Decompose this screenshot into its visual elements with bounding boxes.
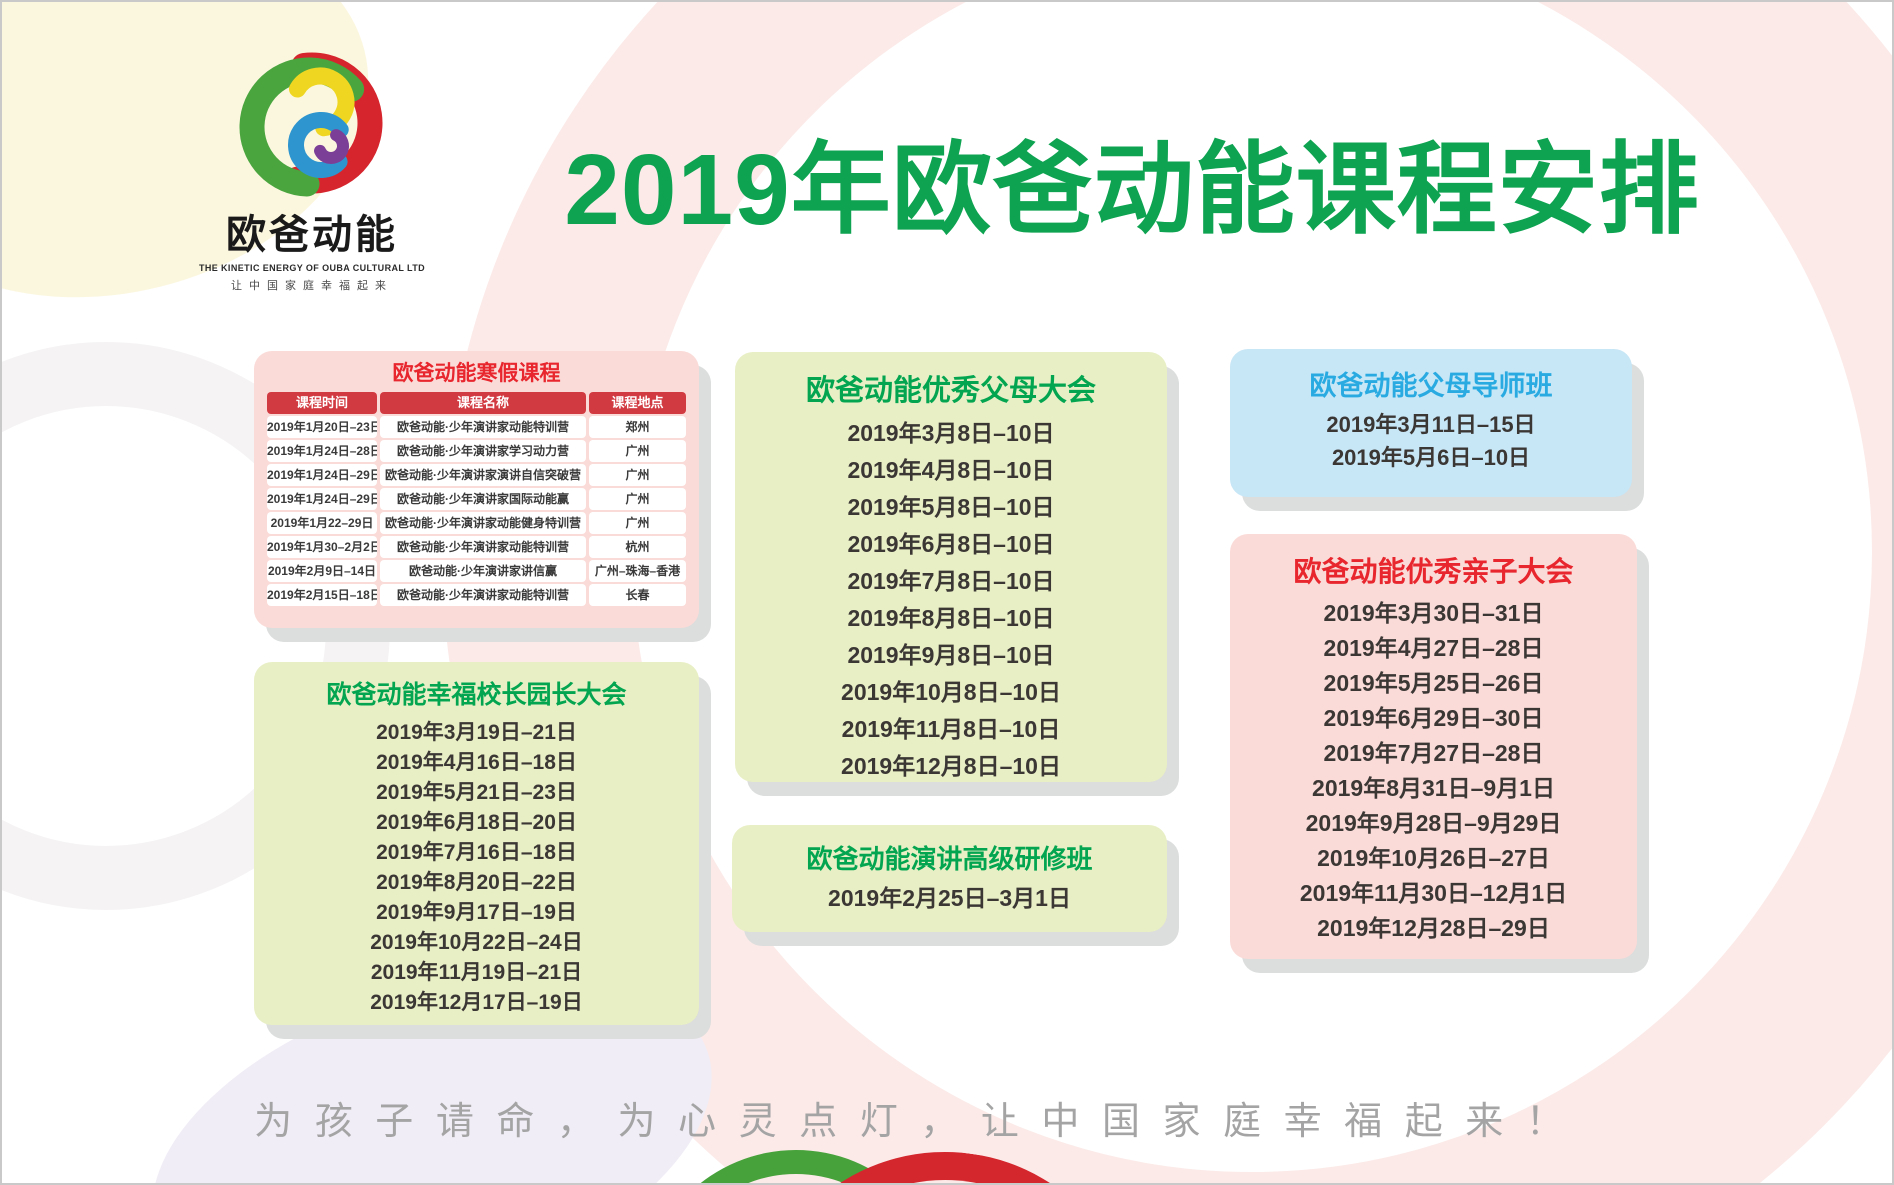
course-location-cell: 杭州 [589, 536, 686, 558]
course-location-cell: 广州–珠海–香港 [589, 560, 686, 582]
date-item: 2019年11月30日–12月1日 [1299, 880, 1568, 906]
date-item: 2019年3月11日–15日 [1326, 412, 1536, 437]
principals-conference-dates: 2019年3月19日–21日 2019年4月16日–18日 2019年5月21日–2… [254, 718, 699, 1018]
date-item: 2019年8月8日–10日 [847, 605, 1055, 631]
date-item: 2019年5月6日–10日 [1331, 445, 1531, 470]
course-location-cell: 长春 [589, 584, 686, 606]
date-item: 2019年10月22日–24日 [370, 931, 583, 954]
course-time-cell: 2019年1月20日–23日 [267, 416, 377, 438]
date-item: 2019年5月8日–10日 [847, 494, 1055, 520]
logo: 欧爸动能 THE KINETIC ENERGY OF OUBA CULTURAL… [182, 50, 442, 293]
course-time-cell: 2019年1月24日–29日 [267, 488, 377, 510]
course-time-cell: 2019年1月30–2月2日 [267, 536, 377, 558]
date-item: 2019年9月8日–10日 [847, 642, 1055, 668]
date-item: 2019年12月17日–19日 [370, 991, 583, 1014]
mentor-class-panel: 欧爸动能父母导师班 2019年3月11日–15日 2019年5月6日–10日 [1230, 349, 1632, 497]
course-location-cell: 广州 [589, 464, 686, 486]
logo-name: 欧爸动能 [226, 213, 398, 257]
table-header-cell: 课程名称 [380, 392, 586, 414]
course-name-cell: 欧爸动能·少年演讲家动能特训营 [380, 536, 586, 558]
date-item: 2019年9月28日–9月29日 [1305, 810, 1562, 836]
winter-courses-panel: 欧爸动能寒假课程 课程时间 课程名称 课程地点 2019年1月20日–23日 欧爸动… [254, 351, 699, 628]
course-time-cell: 2019年2月9日–14日 [267, 560, 377, 582]
page-title: 2019年欧爸动能课程安排 [564, 134, 1700, 246]
course-location-cell: 广州 [589, 440, 686, 462]
course-name-cell: 欧爸动能·少年演讲家动能健身特训营 [380, 512, 586, 534]
principals-conference-title: 欧爸动能幸福校长园长大会 [326, 681, 627, 709]
logo-icon [239, 52, 383, 197]
logo-subtitle-cn: 让中国家庭幸福起来 [231, 280, 393, 292]
date-item: 2019年5月25日–26日 [1323, 670, 1544, 696]
logo-subtitle-en: THE KINETIC ENERGY OF OUBA CULTURAL LTD [198, 263, 426, 273]
principals-conference-panel: 欧爸动能幸福校长园长大会 2019年3月19日–21日 2019年4月16日–18… [254, 662, 699, 1025]
date-item: 2019年4月16日–18日 [376, 751, 577, 774]
date-item: 2019年3月19日–21日 [376, 721, 577, 744]
date-item: 2019年3月8日–10日 [847, 420, 1055, 446]
date-item: 2019年6月18日–20日 [376, 811, 577, 834]
speech-seminar-title: 欧爸动能演讲高级研修班 [806, 844, 1093, 874]
course-time-cell: 2019年2月15日–18日 [267, 584, 377, 606]
family-conference-dates: 2019年3月30日–31日 2019年4月27日–28日 2019年5月25日–2… [1230, 596, 1637, 946]
speech-seminar-panel: 欧爸动能演讲高级研修班 2019年2月25日–3月1日 [732, 825, 1167, 932]
mentor-class-title: 欧爸动能父母导师班 [1309, 371, 1553, 401]
winter-courses-table: 课程时间 课程名称 课程地点 2019年1月20日–23日 欧爸动能·少年演讲家动能… [267, 392, 686, 606]
course-time-cell: 2019年1月24日–29日 [267, 464, 377, 486]
speech-seminar-dates: 2019年2月25日–3月1日 [732, 883, 1167, 913]
course-location-cell: 广州 [589, 512, 686, 534]
date-item: 2019年9月17日–19日 [376, 901, 577, 924]
course-name-cell: 欧爸动能·少年演讲家动能特训营 [380, 584, 586, 606]
date-item: 2019年4月8日–10日 [847, 457, 1055, 483]
date-item: 2019年7月16日–18日 [376, 841, 577, 864]
course-name-cell: 欧爸动能·少年演讲家讲信赢 [380, 560, 586, 582]
family-conference-panel: 欧爸动能优秀亲子大会 2019年3月30日–31日 2019年4月27日–28日 2… [1230, 534, 1637, 959]
date-item: 2019年10月8日–10日 [841, 679, 1061, 705]
date-item: 2019年8月20日–22日 [376, 871, 577, 894]
parents-conference-dates: 2019年3月8日–10日 2019年4月8日–10日 2019年5月8日–10日 2… [735, 415, 1167, 785]
course-name-cell: 欧爸动能·少年演讲家动能特训营 [380, 416, 586, 438]
course-time-cell: 2019年1月22–29日 [267, 512, 377, 534]
date-item: 2019年6月8日–10日 [847, 531, 1055, 557]
course-name-cell: 欧爸动能·少年演讲家学习动力营 [380, 440, 586, 462]
course-location-cell: 广州 [589, 488, 686, 510]
date-item: 2019年10月26日–27日 [1317, 845, 1550, 871]
parents-conference-title: 欧爸动能优秀父母大会 [805, 375, 1096, 407]
date-item: 2019年12月8日–10日 [841, 753, 1061, 779]
course-location-cell: 郑州 [589, 416, 686, 438]
parents-conference-panel: 欧爸动能优秀父母大会 2019年3月8日–10日 2019年4月8日–10日 201… [735, 352, 1167, 782]
course-name-cell: 欧爸动能·少年演讲家国际动能赢 [380, 488, 586, 510]
date-item: 2019年7月27日–28日 [1323, 740, 1544, 766]
date-item: 2019年12月28日–29日 [1317, 915, 1550, 941]
date-item: 2019年7月8日–10日 [847, 568, 1055, 594]
date-item: 2019年5月21日–23日 [376, 781, 577, 804]
winter-courses-title: 欧爸动能寒假课程 [392, 362, 561, 385]
date-item: 2019年11月19日–21日 [370, 961, 583, 984]
date-item: 2019年11月8日–10日 [841, 716, 1061, 742]
date-item: 2019年6月29日–30日 [1323, 705, 1544, 731]
table-header-cell: 课程地点 [589, 392, 686, 414]
date-item: 2019年2月25日–3月1日 [828, 885, 1071, 911]
mentor-class-dates: 2019年3月11日–15日 2019年5月6日–10日 [1230, 408, 1632, 474]
family-conference-title: 欧爸动能优秀亲子大会 [1293, 556, 1574, 587]
date-item: 2019年8月31日–9月1日 [1312, 775, 1555, 801]
date-item: 2019年3月30日–31日 [1323, 600, 1544, 626]
course-name-cell: 欧爸动能·少年演讲家演讲自信突破营 [380, 464, 586, 486]
table-header-cell: 课程时间 [267, 392, 377, 414]
course-time-cell: 2019年1月24日–28日 [267, 440, 377, 462]
footer-slogan: 为 孩 子 请 命 ， 为 心 灵 点 灯 ， 让 中 国 家 庭 幸 福 起 … [254, 1101, 1570, 1143]
date-item: 2019年4月27日–28日 [1323, 635, 1544, 661]
